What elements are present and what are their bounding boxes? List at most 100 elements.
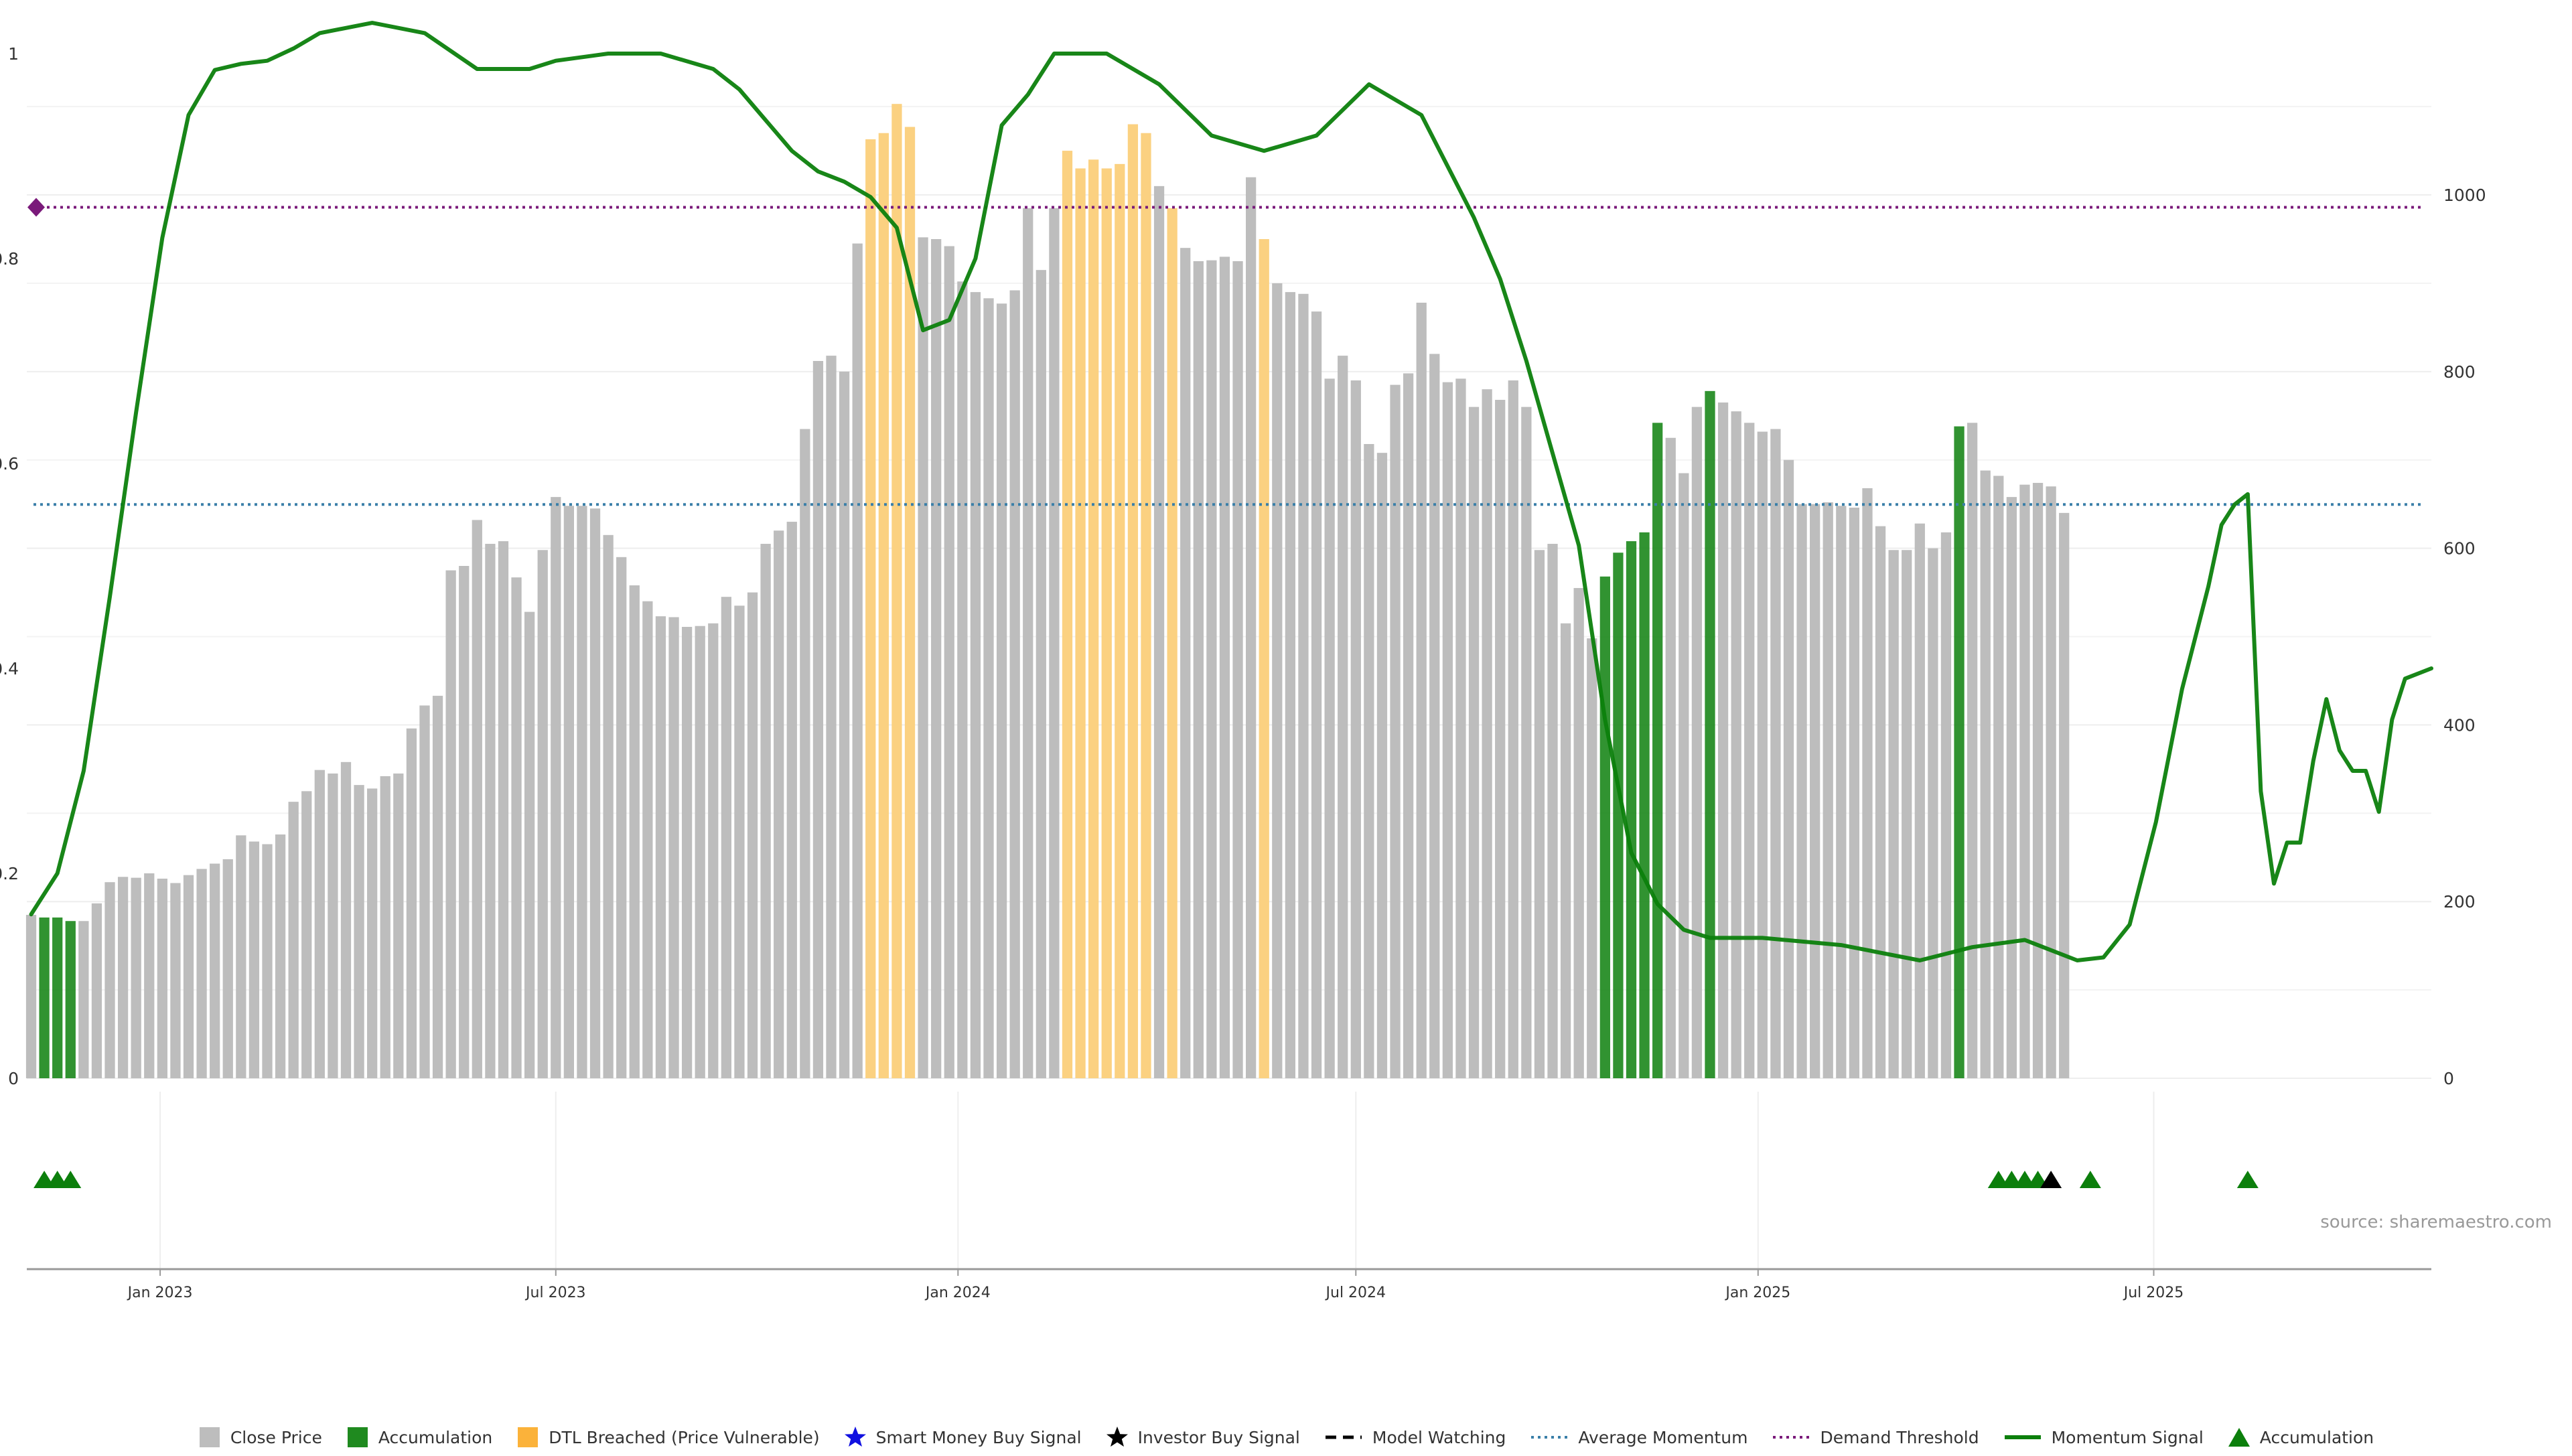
legend-label: DTL Breached (Price Vulnerable) [549, 1427, 820, 1447]
close-price-bar [1285, 292, 1296, 1078]
dtl-breached-bar [1062, 151, 1073, 1079]
close-price-bar [616, 557, 627, 1078]
close-price-bar [472, 520, 482, 1078]
close-price-bar [1888, 550, 1899, 1078]
accumulation-marker [2236, 1171, 2259, 1188]
y-right-tick-label: 200 [2443, 892, 2476, 912]
close-price-bar [1180, 248, 1191, 1079]
close-price-bar [2006, 497, 2017, 1078]
accumulation-bar [1626, 541, 1637, 1078]
y-left-tick-label: 0.6 [0, 454, 19, 474]
close-price-bar [1508, 380, 1518, 1078]
close-price-bar [340, 761, 352, 1078]
legend-swatch [844, 1427, 866, 1447]
close-price-bar [1009, 290, 1020, 1078]
close-price-bar [1390, 384, 1401, 1078]
dtl-breached-bar [1088, 159, 1099, 1078]
close-price-bar [931, 238, 942, 1078]
x-tick-label: Jul 2025 [2123, 1285, 2184, 1301]
close-price-bar [1521, 407, 1532, 1078]
accumulation-bar [1599, 576, 1610, 1078]
price-bars [25, 104, 2070, 1079]
momentum-signal [29, 21, 2433, 962]
tick-labels: 0 0.2 0.4 0.6 0.8 1 0 200 400 600 800 1000 Jan 2023 J… [0, 44, 2486, 1301]
close-price-bar [629, 585, 640, 1078]
close-price-bar [1823, 502, 1833, 1078]
dtl-breached-bar [1115, 163, 1125, 1078]
legend-item: Accumulation [2228, 1426, 2374, 1449]
close-price-bar [1836, 506, 1847, 1078]
accumulation-bar [65, 921, 76, 1078]
close-price-bar [328, 773, 338, 1078]
close-price-bar [839, 371, 850, 1078]
close-price-bar [1376, 453, 1388, 1078]
close-price-bar [485, 544, 496, 1078]
close-price-bar [1272, 283, 1283, 1078]
legend-square [518, 1427, 539, 1447]
legend-label: Smart Money Buy Signal [875, 1427, 1082, 1447]
close-price-bar [524, 611, 535, 1078]
accumulation-bar [1613, 553, 1624, 1078]
legend-label: Accumulation [378, 1427, 493, 1447]
source-label: source: sharemaestro.com [2320, 1212, 2552, 1232]
legend-square [347, 1427, 368, 1447]
close-price-bar [537, 550, 548, 1078]
close-price-bar [262, 844, 273, 1078]
close-price-bar [944, 246, 954, 1079]
close-price-bar [117, 877, 129, 1078]
y-right-tick-label: 1000 [2443, 186, 2486, 205]
close-price-bar [734, 605, 745, 1078]
close-price-bar [1717, 402, 1729, 1078]
close-price-bar [1416, 302, 1427, 1079]
close-price-bar [1193, 261, 1204, 1078]
dtl-breached-bar [865, 139, 876, 1078]
legend-item: Demand Threshold [1772, 1426, 1979, 1449]
close-price-bar [760, 544, 771, 1078]
close-price-bar [1324, 378, 1335, 1078]
close-price-bar [406, 728, 417, 1078]
legend-item: Momentum Signal [2003, 1426, 2204, 1449]
legend-swatch [1531, 1436, 1568, 1439]
close-price-bar [774, 530, 784, 1078]
close-price-bar [1678, 473, 1689, 1078]
dtl-breached-bar [1259, 238, 1269, 1078]
close-price-bar [1311, 311, 1322, 1078]
legend-label: Average Momentum [1578, 1427, 1748, 1447]
close-price-bar [2032, 483, 2044, 1078]
close-price-bar [1940, 532, 1952, 1078]
y-left-tick-label: 0 [8, 1069, 19, 1088]
close-price-bar [918, 237, 928, 1078]
close-price-bar [1665, 437, 1676, 1078]
close-price-bar [1757, 431, 1768, 1078]
legend-item: Model Watching [1324, 1426, 1506, 1449]
close-price-bar [1980, 470, 1991, 1078]
close-price-bar [1573, 587, 1584, 1078]
close-price-bar [1691, 407, 1703, 1078]
y-right-tick-label: 800 [2443, 362, 2476, 382]
legend: Close Price Accumulation DTL Breached (Pri… [0, 1418, 2572, 1456]
close-price-bar [354, 785, 364, 1078]
close-price-bar [1153, 186, 1165, 1078]
close-price-bar [1035, 270, 1046, 1079]
x-tick-label: Jan 2023 [127, 1285, 193, 1301]
close-price-bar [1770, 429, 1781, 1078]
legend-label: Model Watching [1372, 1427, 1506, 1447]
close-price-bar [996, 303, 1007, 1079]
close-price-bar [1364, 443, 1374, 1078]
close-price-bar [957, 281, 968, 1078]
reference-lines [27, 198, 2425, 506]
close-price-bar [577, 506, 587, 1078]
close-price-bar [589, 508, 601, 1078]
close-price-bar [1587, 638, 1597, 1078]
close-price-bar [2046, 486, 2056, 1078]
close-price-bar [236, 835, 246, 1078]
legend-label: Demand Threshold [1820, 1427, 1979, 1447]
close-price-bar [1403, 373, 1414, 1078]
x-tick-label: Jul 2024 [1325, 1285, 1386, 1301]
dtl-breached-bar [1127, 124, 1139, 1079]
close-price-bar [1049, 208, 1060, 1078]
close-price-bar [144, 873, 155, 1078]
close-price-bar [91, 903, 102, 1078]
legend-item: Investor Buy Signal [1106, 1426, 1300, 1449]
